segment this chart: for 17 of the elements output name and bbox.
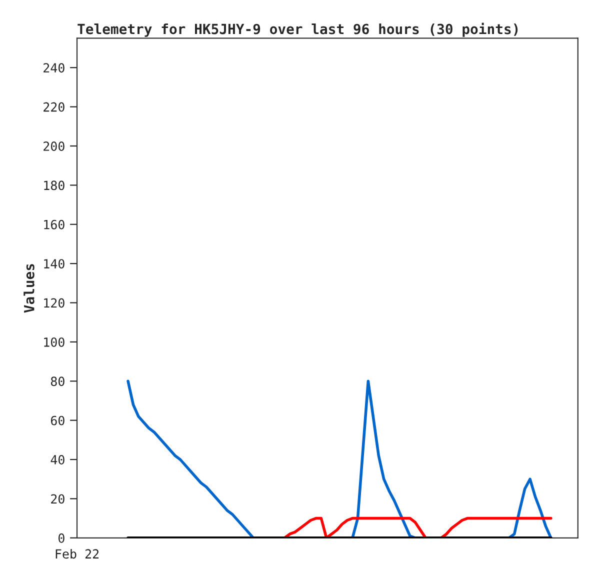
y-tick-label: 160 [44, 220, 64, 230]
y-tick-label: 120 [44, 298, 64, 308]
y-tick-label: 200 [44, 141, 64, 151]
y-axis-title: Values [24, 264, 34, 313]
y-tick-label: 100 [44, 337, 64, 347]
y-tick-label: 220 [44, 102, 64, 112]
y-tick-label: 60 [50, 416, 64, 426]
y-tick-label: 40 [50, 455, 64, 464]
y-tick-label: 80 [50, 376, 64, 386]
y-tick-label: 20 [51, 494, 64, 504]
y-tick-label: 0 [58, 533, 64, 543]
text: Feb 22 [56, 548, 99, 559]
line-series [283, 516, 552, 538]
chart-title: Telemetry for HK5JHY-9 over last 96 hours (30 points) [78, 22, 518, 37]
y-tick-label: 140 [44, 259, 64, 269]
y-tick-label: 240 [44, 63, 64, 73]
y-tick-label: 180 [44, 180, 64, 190]
